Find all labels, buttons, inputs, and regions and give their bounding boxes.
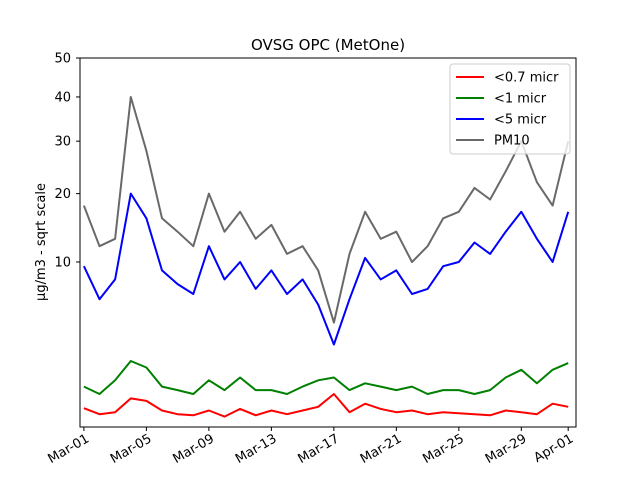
y-axis-label: µg/m3 - sqrt scale <box>34 183 49 301</box>
legend-label-3: <5 micr <box>494 113 547 128</box>
x-tick-label: Mar-05 <box>108 431 154 466</box>
plot-frame <box>79 57 577 428</box>
x-tick-label: Mar-29 <box>483 431 529 466</box>
y-tick-label: 10 <box>54 255 71 270</box>
y-tick-label: 30 <box>54 135 71 150</box>
x-tick-label: Mar-17 <box>295 431 341 466</box>
x-tick-label: Apr-01 <box>532 431 577 465</box>
x-tick-label: Mar-25 <box>420 431 466 466</box>
legend: <0.7 micr <1 micr <5 micr PM10 <box>449 63 571 155</box>
chart-title: OVSG OPC (MetOne) <box>251 36 405 54</box>
legend-label-1: <0.7 micr <box>494 71 559 86</box>
series-line-1 <box>83 393 569 418</box>
legend-box <box>449 63 571 155</box>
x-tick-label: Mar-01 <box>45 431 91 466</box>
x-tick-label: Mar-13 <box>233 431 279 466</box>
y-tick-label: 50 <box>54 52 71 67</box>
series-line-4 <box>82 96 570 324</box>
series-layer <box>82 96 570 418</box>
series-line-2 <box>83 360 569 395</box>
series-line-3 <box>82 192 570 346</box>
legend-label-2: <1 micr <box>494 92 547 107</box>
y-tick-label: 20 <box>54 187 71 202</box>
x-tick-label: Mar-09 <box>170 431 216 466</box>
y-tick-label: 40 <box>54 90 71 105</box>
legend-label-4: PM10 <box>494 134 530 149</box>
x-tick-label: Mar-21 <box>358 431 404 466</box>
